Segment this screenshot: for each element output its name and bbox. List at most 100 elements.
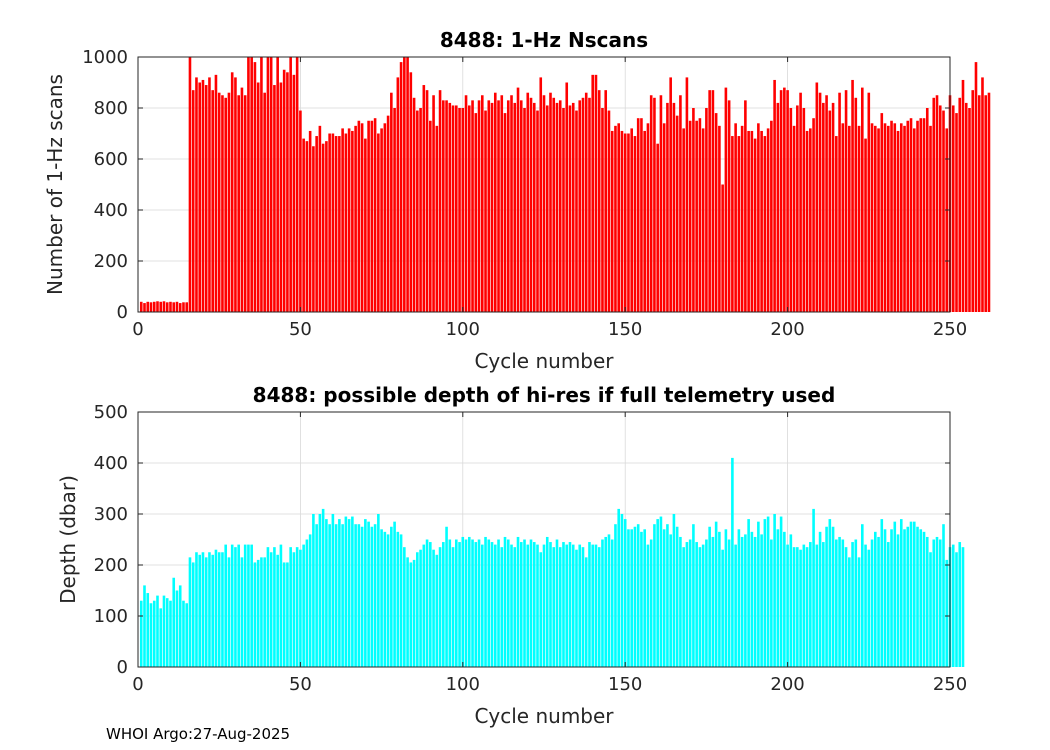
depth-bar bbox=[721, 549, 724, 667]
nscans-bar bbox=[250, 57, 253, 312]
nscans-bar bbox=[682, 128, 685, 312]
nscans-bar bbox=[156, 301, 159, 312]
nscans-bar bbox=[467, 105, 471, 312]
nscans-bar bbox=[883, 123, 887, 312]
depth-bar bbox=[656, 519, 659, 667]
nscans-bar bbox=[260, 57, 263, 312]
nscans-bar bbox=[195, 77, 198, 313]
nscans-bar bbox=[987, 92, 991, 312]
depth-bar bbox=[169, 600, 172, 667]
nscans-bar bbox=[799, 92, 802, 312]
depth-bar bbox=[497, 539, 500, 667]
depth-bar bbox=[386, 534, 390, 667]
nscans-bar bbox=[643, 130, 646, 312]
nscans-bar bbox=[578, 100, 582, 312]
nscans-bar bbox=[442, 100, 445, 312]
nscans-bar bbox=[357, 120, 361, 312]
depth-y-tick-label: 400 bbox=[94, 453, 128, 474]
depth-title: 8488: possible depth of hi-res if full t… bbox=[253, 383, 836, 407]
depth-bar bbox=[370, 526, 374, 667]
nscans-bar bbox=[584, 92, 588, 312]
depth-bar bbox=[409, 562, 413, 667]
nscans-bar bbox=[273, 85, 276, 312]
nscans-bar bbox=[763, 136, 767, 312]
depth-bar bbox=[880, 519, 884, 667]
depth-bar bbox=[575, 549, 578, 667]
depth-bar bbox=[698, 547, 702, 667]
nscans-bar bbox=[321, 143, 325, 312]
depth-bar bbox=[299, 549, 302, 667]
nscans-bar bbox=[760, 130, 763, 312]
nscans-bar bbox=[386, 115, 390, 313]
depth-bar bbox=[260, 557, 263, 667]
depth-bar bbox=[854, 539, 858, 667]
depth-bar bbox=[682, 547, 685, 667]
depth-bar bbox=[750, 531, 754, 667]
depth-bar bbox=[708, 526, 711, 667]
depth-bar bbox=[627, 529, 630, 667]
nscans-bar bbox=[929, 125, 932, 312]
nscans-bar bbox=[455, 105, 458, 312]
depth-bar bbox=[919, 529, 923, 667]
depth-bar bbox=[477, 539, 481, 667]
nscans-bar bbox=[649, 95, 653, 312]
nscans-bar bbox=[383, 123, 387, 312]
nscans-bar bbox=[594, 74, 598, 312]
nscans-bar bbox=[825, 95, 828, 312]
nscans-bar bbox=[877, 128, 880, 312]
depth-bar bbox=[448, 539, 452, 667]
nscans-bar bbox=[162, 301, 166, 312]
nscans-bar bbox=[734, 123, 737, 312]
depth-bar bbox=[646, 544, 650, 667]
depth-bar bbox=[688, 539, 692, 667]
depth-bar bbox=[740, 536, 744, 667]
depth-bar bbox=[471, 539, 474, 667]
nscans-bar bbox=[831, 102, 835, 313]
nscans-bar bbox=[724, 87, 728, 312]
nscans-bar bbox=[916, 120, 919, 312]
nscans-bar bbox=[662, 123, 666, 312]
depth-bar bbox=[315, 524, 318, 667]
depth-bar bbox=[951, 544, 955, 667]
nscans-bar bbox=[230, 72, 234, 312]
depth-bar bbox=[416, 552, 419, 667]
nscans-bar bbox=[178, 303, 182, 312]
depth-bar bbox=[243, 544, 247, 667]
nscans-bar bbox=[938, 105, 942, 312]
nscans-title: 8488: 1-Hz Nscans bbox=[440, 28, 648, 52]
depth-bar bbox=[870, 539, 874, 667]
depth-bar bbox=[480, 544, 484, 667]
nscans-bar bbox=[234, 77, 237, 313]
depth-bar bbox=[360, 526, 364, 667]
depth-bar bbox=[685, 542, 689, 667]
nscans-bar bbox=[344, 133, 348, 312]
nscans-bar bbox=[861, 87, 864, 312]
nscans-bar bbox=[659, 95, 663, 312]
depth-bar bbox=[828, 519, 832, 667]
depth-bar bbox=[500, 547, 504, 667]
nscans-bar bbox=[497, 100, 500, 312]
nscans-bar bbox=[529, 97, 533, 312]
nscans-bar bbox=[532, 102, 536, 313]
depth-bar bbox=[152, 600, 156, 667]
nscans-bar bbox=[279, 82, 283, 312]
nscans-bar bbox=[828, 110, 832, 312]
depth-bar bbox=[464, 539, 468, 667]
depth-bar bbox=[896, 534, 900, 667]
depth-bar bbox=[714, 521, 718, 667]
depth-bar bbox=[526, 544, 530, 667]
nscans-bar bbox=[880, 113, 884, 312]
nscans-bar bbox=[247, 57, 250, 312]
depth-bar bbox=[672, 514, 676, 667]
nscans-bar bbox=[143, 303, 146, 312]
depth-bar bbox=[419, 549, 422, 667]
nscans-bar bbox=[253, 62, 257, 312]
nscans-bar bbox=[802, 108, 806, 312]
depth-bar bbox=[516, 536, 520, 667]
nscans-bar bbox=[552, 97, 556, 312]
depth-bar bbox=[604, 536, 608, 667]
nscans-bar bbox=[711, 90, 715, 313]
nscans-bar bbox=[890, 120, 893, 312]
nscans-bar bbox=[815, 82, 819, 312]
depth-bar bbox=[873, 531, 877, 667]
